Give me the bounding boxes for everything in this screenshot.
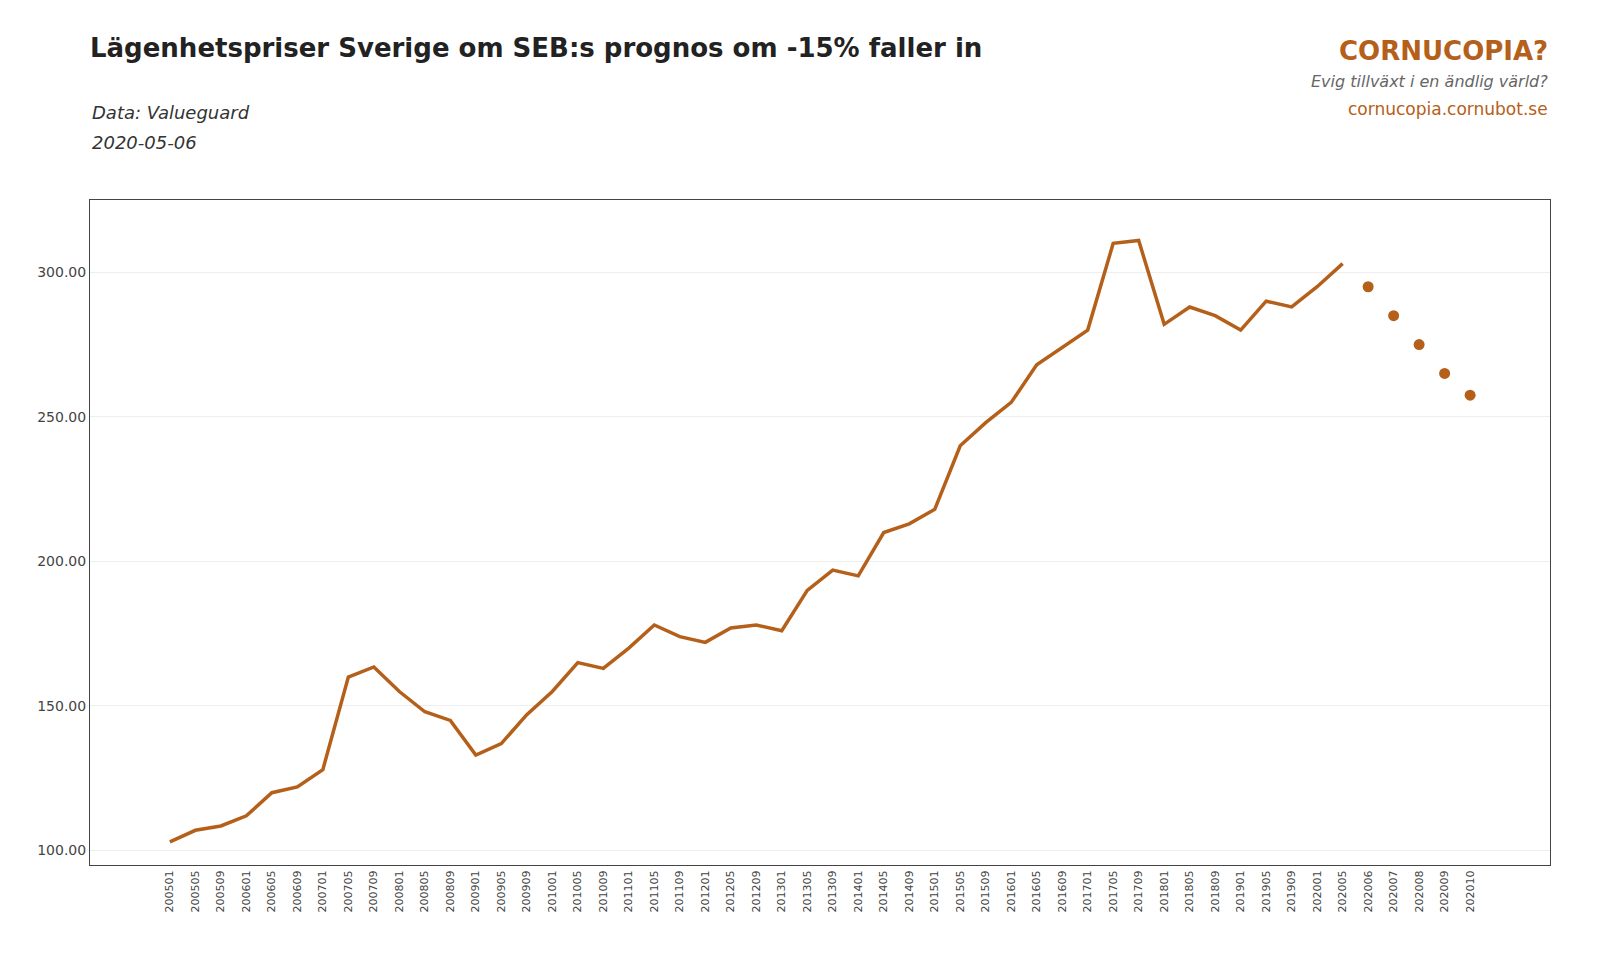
- svg-text:201909: 201909: [1285, 870, 1298, 912]
- svg-text:2020-05-06: 2020-05-06: [92, 132, 197, 153]
- svg-text:201409: 201409: [903, 870, 916, 912]
- svg-text:201005: 201005: [571, 870, 584, 912]
- svg-text:200.00: 200.00: [37, 553, 86, 569]
- svg-text:201109: 201109: [673, 870, 686, 912]
- svg-text:202006: 202006: [1362, 870, 1375, 912]
- svg-text:201709: 201709: [1132, 870, 1145, 912]
- svg-text:202010: 202010: [1464, 870, 1477, 912]
- svg-text:200801: 200801: [393, 870, 406, 912]
- svg-text:200601: 200601: [240, 870, 253, 912]
- svg-text:200701: 200701: [316, 870, 329, 912]
- svg-text:201405: 201405: [877, 870, 890, 912]
- svg-text:200609: 200609: [291, 870, 304, 912]
- svg-text:200709: 200709: [367, 870, 380, 912]
- svg-text:202009: 202009: [1438, 870, 1451, 912]
- svg-text:CORNUCOPIA?: CORNUCOPIA?: [1339, 36, 1548, 66]
- svg-text:201505: 201505: [954, 870, 967, 912]
- svg-text:201809: 201809: [1209, 870, 1222, 912]
- svg-text:200505: 200505: [189, 870, 202, 912]
- svg-text:201609: 201609: [1056, 870, 1069, 912]
- svg-text:200501: 200501: [163, 870, 176, 912]
- svg-text:201509: 201509: [979, 870, 992, 912]
- svg-text:250.00: 250.00: [37, 409, 86, 425]
- svg-text:201201: 201201: [699, 870, 712, 912]
- svg-text:300.00: 300.00: [37, 264, 86, 280]
- svg-text:202007: 202007: [1387, 870, 1400, 912]
- svg-text:201305: 201305: [801, 870, 814, 912]
- svg-text:201905: 201905: [1260, 870, 1273, 912]
- svg-text:201701: 201701: [1081, 870, 1094, 912]
- svg-text:201401: 201401: [852, 870, 865, 912]
- svg-text:201309: 201309: [826, 870, 839, 912]
- svg-text:201105: 201105: [648, 870, 661, 912]
- svg-text:202008: 202008: [1413, 870, 1426, 912]
- svg-text:201901: 201901: [1234, 870, 1247, 912]
- svg-text:201001: 201001: [546, 870, 559, 912]
- svg-text:201501: 201501: [928, 870, 941, 912]
- svg-text:100.00: 100.00: [37, 842, 86, 858]
- svg-text:201009: 201009: [597, 870, 610, 912]
- svg-text:200509: 200509: [214, 870, 227, 912]
- svg-text:202005: 202005: [1336, 870, 1349, 912]
- svg-text:200605: 200605: [265, 870, 278, 912]
- svg-text:200901: 200901: [469, 870, 482, 912]
- svg-text:150.00: 150.00: [37, 698, 86, 714]
- svg-text:200905: 200905: [495, 870, 508, 912]
- svg-text:201205: 201205: [724, 870, 737, 912]
- svg-text:201605: 201605: [1030, 870, 1043, 912]
- svg-text:202001: 202001: [1311, 870, 1324, 912]
- svg-text:201801: 201801: [1158, 870, 1171, 912]
- svg-text:200909: 200909: [520, 870, 533, 912]
- svg-text:201805: 201805: [1183, 870, 1196, 912]
- svg-text:200809: 200809: [444, 870, 457, 912]
- svg-text:201601: 201601: [1005, 870, 1018, 912]
- svg-text:201705: 201705: [1107, 870, 1120, 912]
- svg-text:Data: Valueguard: Data: Valueguard: [92, 102, 250, 123]
- svg-text:Evig tillväxt i en ändlig värl: Evig tillväxt i en ändlig värld?: [1311, 72, 1548, 91]
- svg-text:201209: 201209: [750, 870, 763, 912]
- svg-text:200705: 200705: [342, 870, 355, 912]
- svg-text:200805: 200805: [418, 870, 431, 912]
- svg-text:Lägenhetspriser Sverige om SEB: Lägenhetspriser Sverige om SEB:s prognos…: [90, 33, 982, 63]
- svg-text:cornucopia.cornubot.se: cornucopia.cornubot.se: [1348, 99, 1548, 119]
- svg-text:201301: 201301: [775, 870, 788, 912]
- svg-text:201101: 201101: [622, 870, 635, 912]
